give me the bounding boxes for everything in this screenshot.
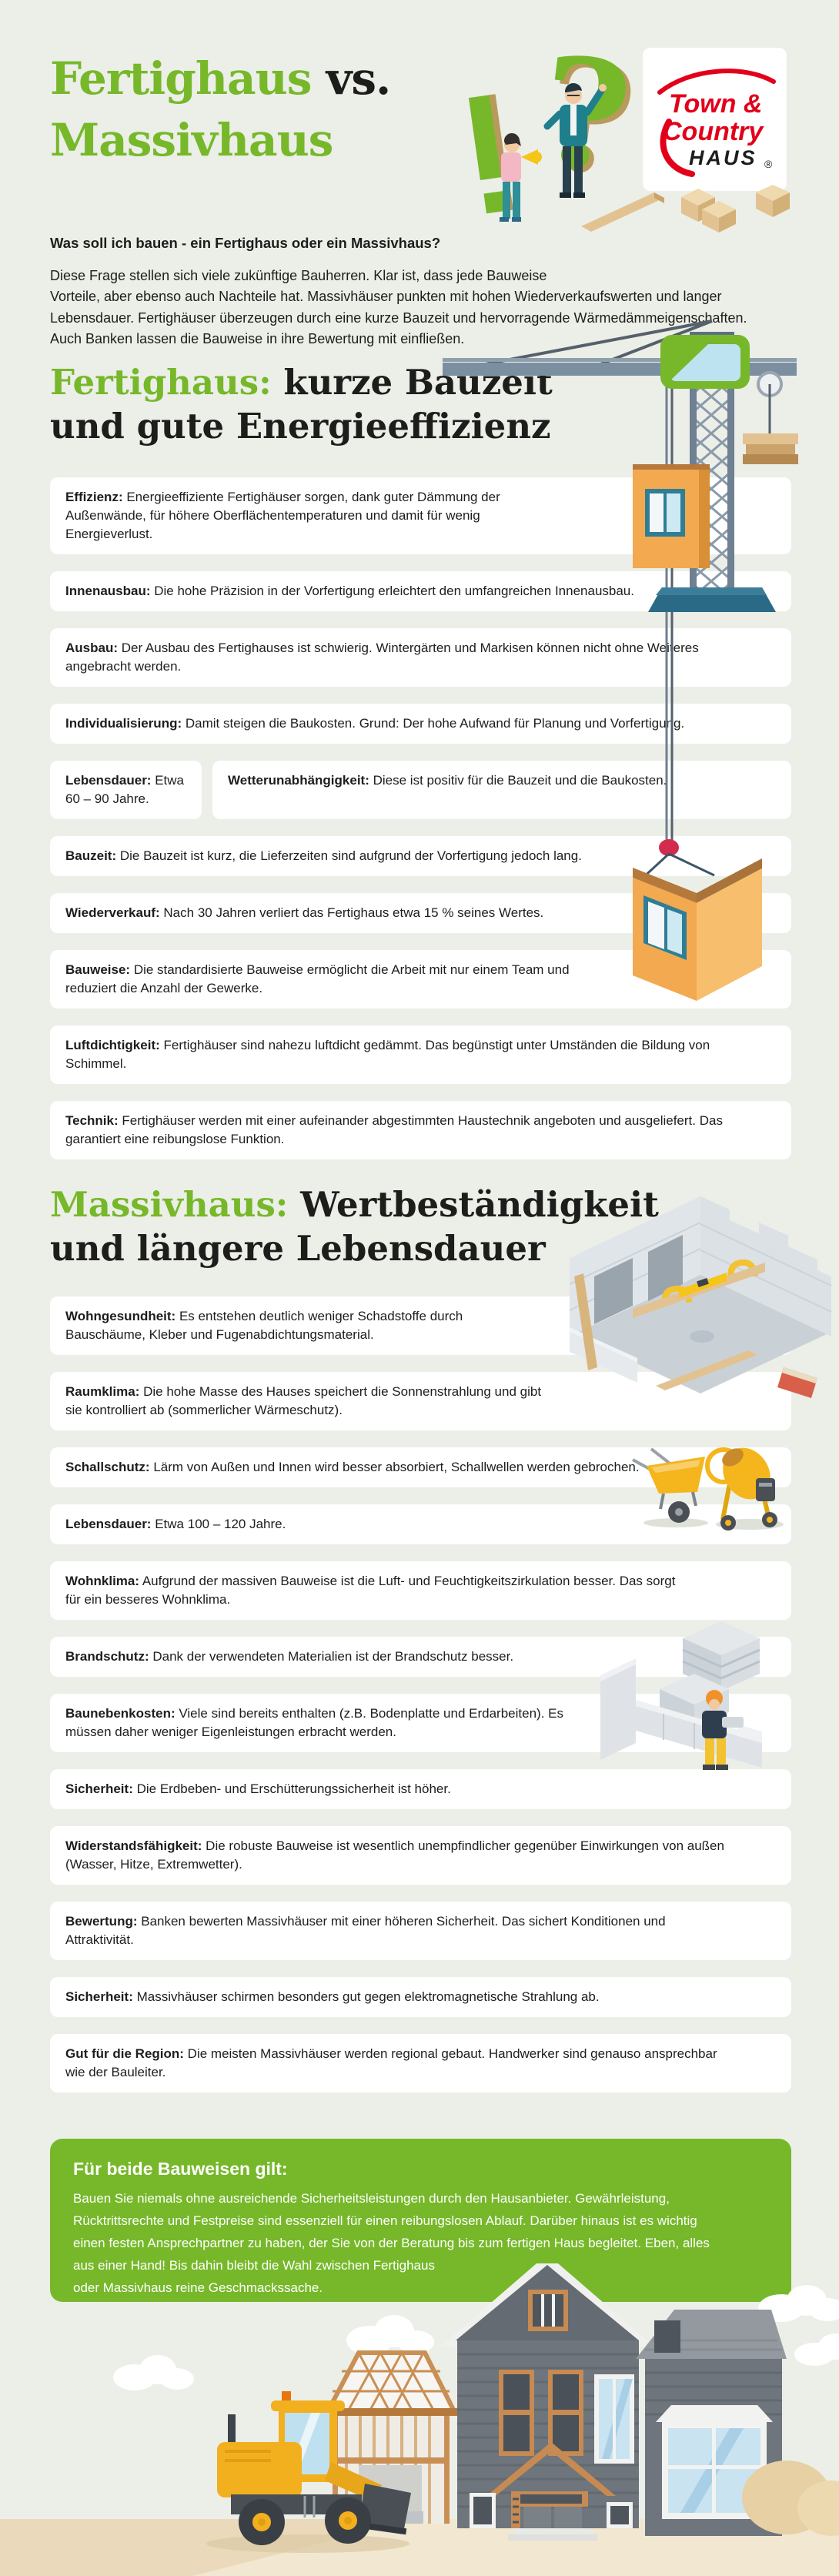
card-individualisierung: Individualisierung: Damit steigen die Ba… xyxy=(50,704,791,744)
card-innenausbau: Innenausbau: Die hohe Präzision in der V… xyxy=(50,571,791,611)
card-technik: Technik: Fertighäuser werden mit einer a… xyxy=(50,1101,791,1159)
fertighaus-heading: Fertighaus: kurze Bauzeit und gute Energ… xyxy=(50,362,553,447)
svg-text:Town &: Town & xyxy=(669,89,763,119)
timber-frame-house xyxy=(323,2350,459,2524)
card-wohnklima: Wohnklima: Aufgrund der massiven Bauweis… xyxy=(50,1561,791,1620)
wheel-loader xyxy=(206,2391,411,2553)
page-title-line2: Massivhaus xyxy=(50,114,333,166)
man-figure xyxy=(543,82,607,198)
card-luftdichtigkeit: Luftdichtigkeit: Fertighäuser sind nahez… xyxy=(50,1025,791,1084)
svg-text:®: ® xyxy=(764,158,773,170)
page-title-line1: Fertighaus vs. xyxy=(50,52,391,105)
card-effizienz: Effizienz: Energieeffiziente Fertighäuse… xyxy=(50,477,791,554)
card-brandschutz: Brandschutz: Dank der verwendeten Materi… xyxy=(50,1637,791,1677)
card-raumklima: Raumklima: Die hohe Masse des Hauses spe… xyxy=(50,1372,791,1430)
massivhaus-cards: Wohngesundheit: Es entstehen deutlich we… xyxy=(50,1296,791,2109)
footer-callout: Für beide Bauweisen gilt: Bauen Sie niem… xyxy=(50,2139,791,2302)
page-title: Fertighaus vs. Massivhaus xyxy=(50,48,391,171)
discussion-people-illustration: ? ? xyxy=(468,40,631,222)
fertighaus-cards: Effizienz: Energieeffiziente Fertighäuse… xyxy=(50,477,791,1176)
house-right-wing xyxy=(636,2310,787,2536)
sand-piles xyxy=(742,2461,839,2536)
card-lebensdauer-fertighaus: Lebensdauer: Etwa 60 – 90 Jahre. xyxy=(50,761,202,819)
footer-callout-text: Bauen Sie niemals ohne ausreichende Sich… xyxy=(73,2191,710,2295)
svg-text:?: ? xyxy=(536,40,631,212)
card-bauzeit: Bauzeit: Die Bauzeit ist kurz, die Liefe… xyxy=(50,836,791,876)
card-wetterunabhaengigkeit: Wetterunabhängigkeit: Diese ist positiv … xyxy=(212,761,791,819)
footer-callout-heading: Für beide Bauweisen gilt: xyxy=(73,2159,288,2179)
svg-text:Country: Country xyxy=(663,117,764,146)
card-sicherheit-erdbeben: Sicherheit: Die Erdbeben- und Erschütter… xyxy=(50,1769,791,1809)
svg-text:?: ? xyxy=(530,40,631,208)
construction-site-illustration xyxy=(0,2263,839,2576)
card-wohngesundheit: Wohngesundheit: Es entstehen deutlich we… xyxy=(50,1296,791,1355)
woman-figure xyxy=(500,132,542,222)
wood-blocks xyxy=(681,185,790,233)
card-bewertung: Bewertung: Banken bewerten Massivhäuser … xyxy=(50,1902,791,1960)
exclamation-mark-icon xyxy=(468,94,513,214)
intro-paragraph: Diese Frage stellen sich viele zukünftig… xyxy=(50,267,747,347)
card-gut-fuer-die-region: Gut für die Region: Die meisten Massivhä… xyxy=(50,2034,791,2093)
card-ausbau: Ausbau: Der Ausbau des Fertighauses ist … xyxy=(50,628,791,687)
svg-text:HAUS: HAUS xyxy=(689,146,757,169)
intro-section: Was soll ich bauen - ein Fertighaus oder… xyxy=(50,233,808,350)
card-schallschutz: Schallschutz: Lärm von Außen und Innen w… xyxy=(50,1447,791,1487)
card-sicherheit-strahlung: Sicherheit: Massivhäuser schirmen besond… xyxy=(50,1977,791,2017)
card-widerstandsfaehigkeit: Widerstandsfähigkeit: Die robuste Bauwei… xyxy=(50,1826,791,1885)
card-row-lebensdauer-wetter: Lebensdauer: Etwa 60 – 90 Jahre. Wetteru… xyxy=(50,761,791,819)
town-country-logo: Town & Country HAUS ® xyxy=(643,48,787,191)
massivhaus-heading: Massivhaus: Wertbeständigkeit und länger… xyxy=(50,1184,659,1269)
card-bauweise: Bauweise: Die standardisierte Bauweise e… xyxy=(50,950,791,1009)
card-lebensdauer-massivhaus: Lebensdauer: Etwa 100 – 120 Jahre. xyxy=(50,1504,791,1544)
intro-question: Was soll ich bauen - ein Fertighaus oder… xyxy=(50,235,441,251)
main-house xyxy=(440,2263,654,2541)
card-baunebenkosten: Baunebenkosten: Viele sind bereits entha… xyxy=(50,1694,791,1752)
card-wiederverkauf: Wiederverkauf: Nach 30 Jahren verliert d… xyxy=(50,893,791,933)
